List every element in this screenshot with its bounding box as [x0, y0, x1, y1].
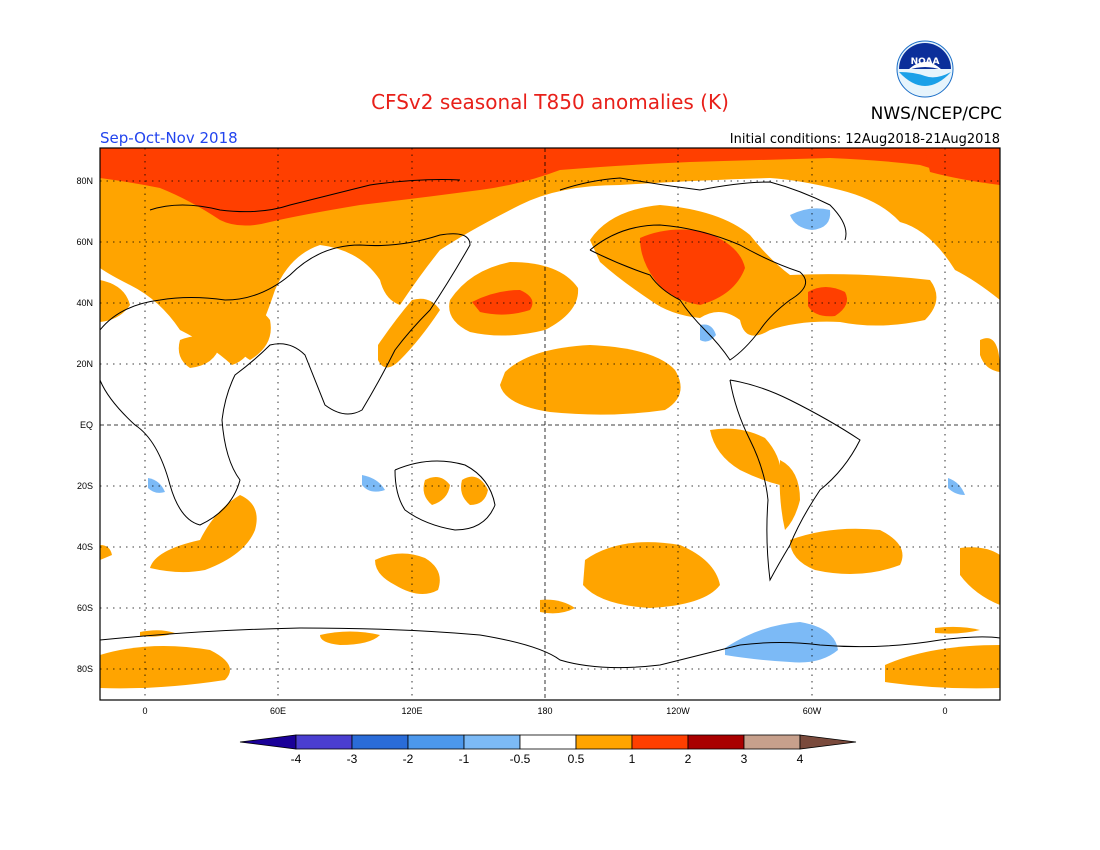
- coastlines: [100, 177, 1000, 669]
- lat-label: 40N: [76, 298, 93, 308]
- colorbar-swatch: [631, 734, 689, 750]
- chart-title: CFSv2 seasonal T850 anomalies (K): [371, 90, 729, 114]
- colorbar: -4 -3 -2 -1 -0.5 0.5 1 2 3 4: [239, 734, 857, 766]
- lat-label: 60S: [77, 603, 93, 613]
- graticule: [100, 148, 1000, 700]
- colorbar-tick-label: -2: [403, 752, 414, 766]
- south-atlantic-warm-region: [790, 528, 903, 574]
- axis-labels: 80N 60N 40N 20N EQ 20S 40S 60S 80S 0 60E 120E 180 120…: [76, 176, 947, 716]
- north-atlantic-core-region: [808, 287, 848, 317]
- lon-label: 60W: [803, 706, 822, 716]
- lon-label: 0: [142, 706, 147, 716]
- agency-label: NWS/NCEP/CPC: [870, 104, 1002, 124]
- noaa-logo: NOAA: [896, 40, 954, 98]
- colorbar-tick-label: -0.5: [510, 752, 531, 766]
- colorbar-swatch: [519, 734, 577, 750]
- lon-label: 60E: [270, 706, 286, 716]
- lon-label: 120W: [666, 706, 690, 716]
- colorbar-swatch: [295, 734, 353, 750]
- season-label: Sep-Oct-Nov 2018: [100, 129, 238, 147]
- anomaly-shading: [100, 148, 1000, 689]
- colorbar-tick-label: 2: [685, 752, 692, 766]
- initial-conditions-label: Initial conditions: 12Aug2018-21Aug2018: [729, 132, 1000, 147]
- lat-label: 80S: [77, 664, 93, 674]
- colorbar-tick-label: 0.5: [568, 752, 585, 766]
- colorbar-swatch: [743, 734, 801, 750]
- lat-label: 20S: [77, 481, 93, 491]
- lat-label: EQ: [80, 420, 93, 430]
- lat-label: 60N: [76, 237, 93, 247]
- lat-label: 80N: [76, 176, 93, 186]
- colorbar-tick-label: -1: [459, 752, 470, 766]
- antarctic-warm-west: [100, 646, 230, 689]
- north-pacific-core-region: [472, 290, 533, 315]
- colorbar-max-arrow: [799, 734, 857, 750]
- map-frame: [99, 147, 1001, 701]
- colorbar-tick-label: 1: [629, 752, 636, 766]
- colorbar-min-arrow: [239, 734, 297, 750]
- colorbar-swatch: [463, 734, 521, 750]
- colorbar-swatch: [407, 734, 465, 750]
- arctic-strong-warm-region: [100, 148, 1000, 226]
- antarctic-warm-east: [885, 645, 1000, 689]
- colorbar-tick-label: -3: [347, 752, 358, 766]
- colorbar-swatch: [351, 734, 409, 750]
- north-america-core-region: [640, 229, 745, 305]
- colorbar-tick-label: 3: [741, 752, 748, 766]
- lon-label: 120E: [401, 706, 422, 716]
- svg-text:NOAA: NOAA: [911, 57, 940, 67]
- lon-label: 0: [942, 706, 947, 716]
- colorbar-tick-label: 4: [797, 752, 804, 766]
- colorbar-swatch: [575, 734, 633, 750]
- lat-label: 40S: [77, 542, 93, 552]
- lat-label: 20N: [76, 359, 93, 369]
- lon-label: 180: [537, 706, 552, 716]
- south-pacific-warm-region: [583, 542, 720, 608]
- south-africa-warm-region: [150, 495, 257, 573]
- eastern-pacific-warm-region: [500, 345, 681, 415]
- colorbar-swatch: [687, 734, 745, 750]
- colorbar-tick-label: -4: [291, 752, 302, 766]
